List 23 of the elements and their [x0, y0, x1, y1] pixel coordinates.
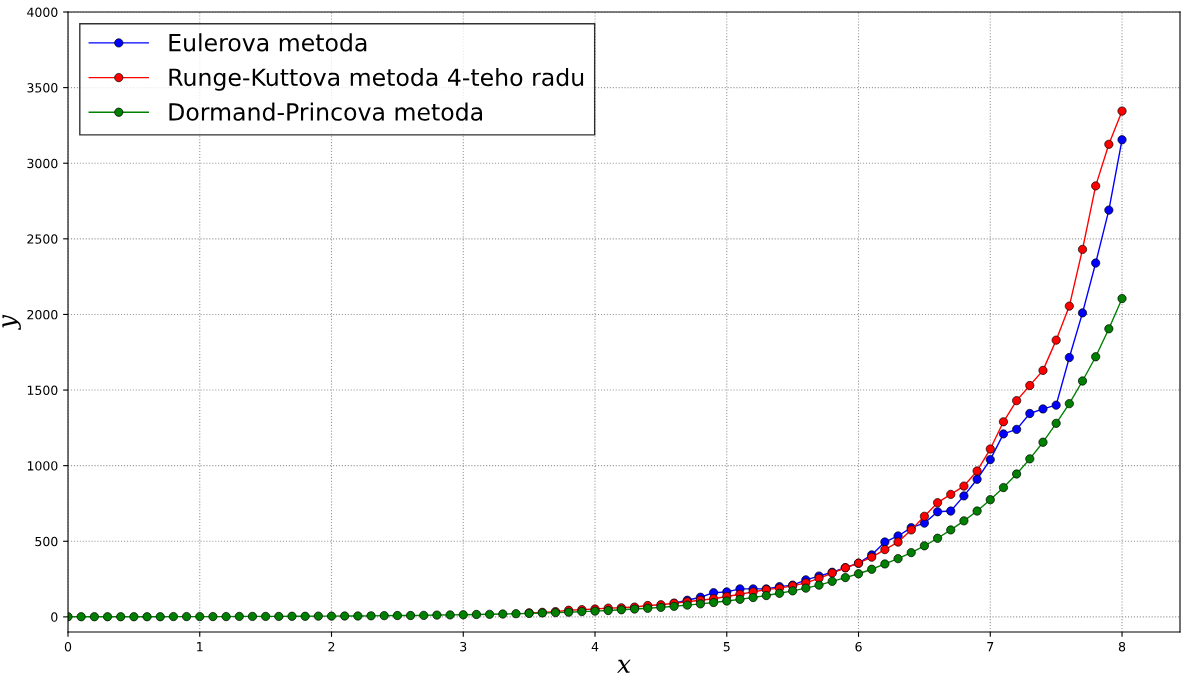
y-tick-label: 3000 [27, 158, 58, 169]
y-tick-label: 3500 [27, 83, 58, 93]
legend-label: Dormand-Princova metoda [169, 102, 482, 121]
y-axis-title: y [2, 314, 21, 330]
x-tick-label: 6 [855, 641, 862, 652]
x-tick-label: 8 [1118, 641, 1126, 652]
x-tick-label: 4 [591, 642, 599, 652]
y-tick-label: 500 [35, 536, 58, 547]
x-tick-label: 5 [723, 642, 730, 652]
y-tick-label: 1000 [27, 461, 58, 471]
x-tick-label: 7 [987, 642, 994, 652]
legend-label: Runge-Kuttova metoda 4-teho radu [169, 67, 584, 91]
y-tick-label: 1500 [27, 385, 58, 395]
legend-label: Eulerova metoda [169, 33, 367, 52]
x-tick-label: 2 [328, 641, 335, 652]
y-tick-label: 4000 [27, 7, 58, 17]
x-tick-label: 0 [64, 641, 72, 652]
x-axis-title: x [617, 659, 631, 673]
y-tick-label: 2000 [27, 309, 58, 320]
x-tick-label: 3 [460, 641, 467, 652]
y-tick-label: 2500 [27, 234, 58, 244]
x-tick-label: 1 [197, 642, 203, 652]
y-tick-label: 0 [51, 612, 58, 622]
